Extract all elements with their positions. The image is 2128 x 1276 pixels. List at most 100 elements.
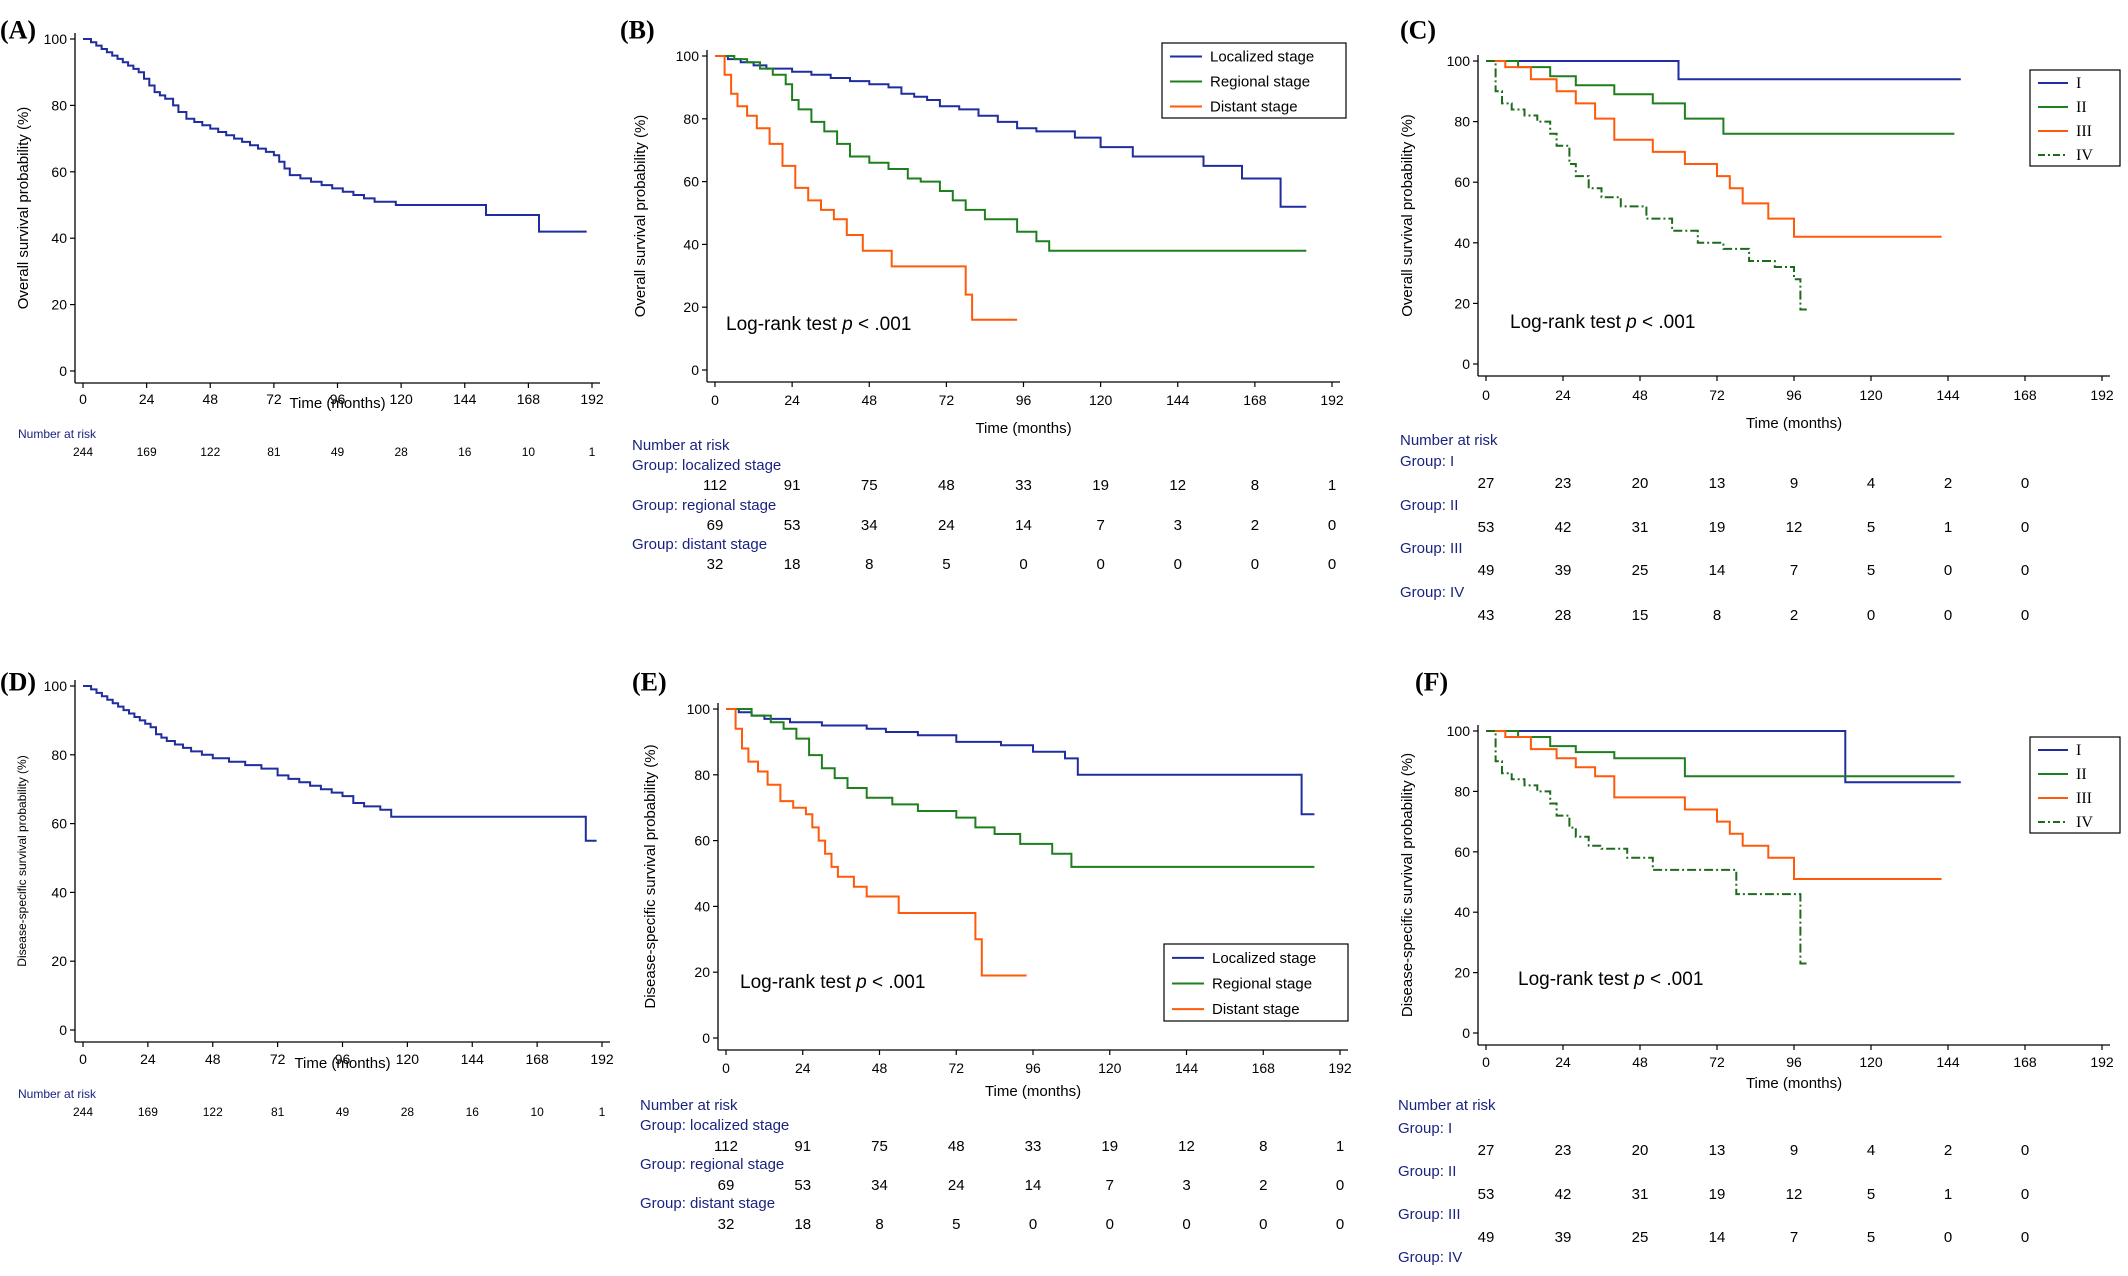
risk-count: 31 xyxy=(1632,1186,1649,1203)
legend-label: III xyxy=(2076,123,2092,140)
risk-count: 2 xyxy=(1259,1177,1267,1194)
risk-count: 0 xyxy=(1029,1216,1037,1233)
panel-a: (A) 0 20 40 60 80 100 0 24 48 72 96 120 144 168 192 Time… xyxy=(0,15,604,459)
risk-count: 5 xyxy=(1867,562,1875,579)
x-tick-label: 168 xyxy=(1252,1060,1276,1076)
x-tick-label: 48 xyxy=(861,392,877,408)
risk-count: 20 xyxy=(1632,1142,1649,1159)
risk-count: 8 xyxy=(875,1216,883,1233)
risk-count: 4 xyxy=(1867,475,1875,492)
risk-count: 43 xyxy=(1478,1273,1495,1276)
risk-count: 53 xyxy=(784,517,801,534)
series-line-overall xyxy=(83,685,597,842)
risk-count: 9 xyxy=(1790,1142,1798,1159)
risk-count: 0 xyxy=(1251,556,1259,573)
y-tick-label: 60 xyxy=(1454,174,1470,190)
risk-count: 8 xyxy=(1713,1273,1721,1276)
series-line-iii xyxy=(1486,60,1942,238)
x-axis-label: Time (months) xyxy=(289,395,385,412)
risk-count: 2 xyxy=(1790,607,1798,624)
y-tick-label: 40 xyxy=(51,884,67,900)
risk-count: 14 xyxy=(1025,1177,1042,1194)
risk-count: 5 xyxy=(1867,1229,1875,1246)
y-axis-label: Disease-specific survival probability (%… xyxy=(642,744,659,1008)
risk-count: 7 xyxy=(1790,1229,1798,1246)
x-axis-label: Time (months) xyxy=(985,1083,1081,1100)
x-tick-label: 192 xyxy=(1320,392,1344,408)
risk-count: 1 xyxy=(1944,1186,1952,1203)
x-tick-label: 96 xyxy=(1016,392,1032,408)
risk-count: 0 xyxy=(1944,562,1952,579)
risk-count: 28 xyxy=(1555,607,1572,624)
panel-label: (C) xyxy=(1400,15,1436,44)
risk-count: 14 xyxy=(1709,562,1726,579)
risk-count: 14 xyxy=(1709,1229,1726,1246)
series-line-distant-stage xyxy=(726,708,1027,977)
y-tick-label: 60 xyxy=(51,816,67,832)
y-axis-label: Disease-specific survival probability (%… xyxy=(15,755,29,966)
series-line-i xyxy=(1486,730,1961,784)
x-tick-label: 168 xyxy=(525,1051,549,1067)
legend-label: Localized stage xyxy=(1212,950,1316,967)
y-tick-label: 40 xyxy=(1454,904,1470,920)
y-tick-label: 40 xyxy=(694,898,710,914)
series-line-localized-stage xyxy=(715,55,1307,208)
risk-count: 1 xyxy=(599,1105,606,1119)
risk-count: 24 xyxy=(938,517,955,534)
risk-count: 0 xyxy=(2021,519,2029,536)
risk-count: 5 xyxy=(1867,519,1875,536)
x-tick-label: 120 xyxy=(1859,387,1883,403)
risk-count: 3 xyxy=(1174,517,1182,534)
risk-table-title: Number at risk xyxy=(18,1087,97,1101)
series-line-regional-stage xyxy=(726,708,1315,868)
x-tick-label: 96 xyxy=(1786,1054,1802,1070)
risk-count: 34 xyxy=(871,1177,888,1194)
risk-count: 0 xyxy=(1944,607,1952,624)
y-tick-label: 0 xyxy=(702,1030,710,1046)
y-tick-label: 60 xyxy=(683,174,699,190)
risk-count: 12 xyxy=(1178,1138,1195,1155)
risk-count: 31 xyxy=(1632,519,1649,536)
risk-count: 0 xyxy=(1336,1177,1344,1194)
legend-label: I xyxy=(2076,75,2081,92)
risk-count: 122 xyxy=(200,445,220,459)
risk-count: 69 xyxy=(707,517,724,534)
x-tick-label: 48 xyxy=(872,1060,888,1076)
x-tick-label: 144 xyxy=(1166,392,1190,408)
x-tick-label: 120 xyxy=(1098,1060,1122,1076)
x-tick-label: 24 xyxy=(795,1060,811,1076)
y-tick-label: 0 xyxy=(1462,356,1470,372)
x-axis-label: Time (months) xyxy=(975,420,1071,437)
x-tick-label: 72 xyxy=(1709,1054,1725,1070)
x-tick-label: 0 xyxy=(722,1060,730,1076)
y-tick-label: 100 xyxy=(1447,53,1471,69)
legend: Localized stage Regional stage Distant sta… xyxy=(1163,943,1349,1022)
risk-count: 19 xyxy=(1709,519,1726,536)
risk-count: 43 xyxy=(1478,607,1495,624)
y-tick-label: 60 xyxy=(1454,844,1470,860)
x-tick-label: 0 xyxy=(1482,1054,1490,1070)
panel-label: (A) xyxy=(0,15,36,44)
risk-count: 15 xyxy=(1632,1273,1649,1276)
risk-group-label: Group: distant stage xyxy=(632,536,767,553)
y-tick-label: 20 xyxy=(51,953,67,969)
risk-count: 81 xyxy=(267,445,281,459)
series-line-i xyxy=(1486,60,1961,81)
risk-count: 5 xyxy=(952,1216,960,1233)
y-axis-label: Overall survival probability (%) xyxy=(632,115,649,318)
series-line-regional-stage xyxy=(715,55,1307,252)
risk-count: 0 xyxy=(1174,556,1182,573)
x-tick-label: 72 xyxy=(939,392,955,408)
risk-count: 0 xyxy=(1328,556,1336,573)
risk-count: 23 xyxy=(1555,1142,1572,1159)
risk-count: 48 xyxy=(948,1138,965,1155)
series-line-iv xyxy=(1486,730,1807,965)
risk-group-label: Group: regional stage xyxy=(632,497,776,514)
risk-table: Number at risk 244 169 122 81 49 28 16 10 1 xyxy=(18,427,596,459)
legend-box xyxy=(2029,736,2121,834)
risk-count: 27 xyxy=(1478,1142,1495,1159)
